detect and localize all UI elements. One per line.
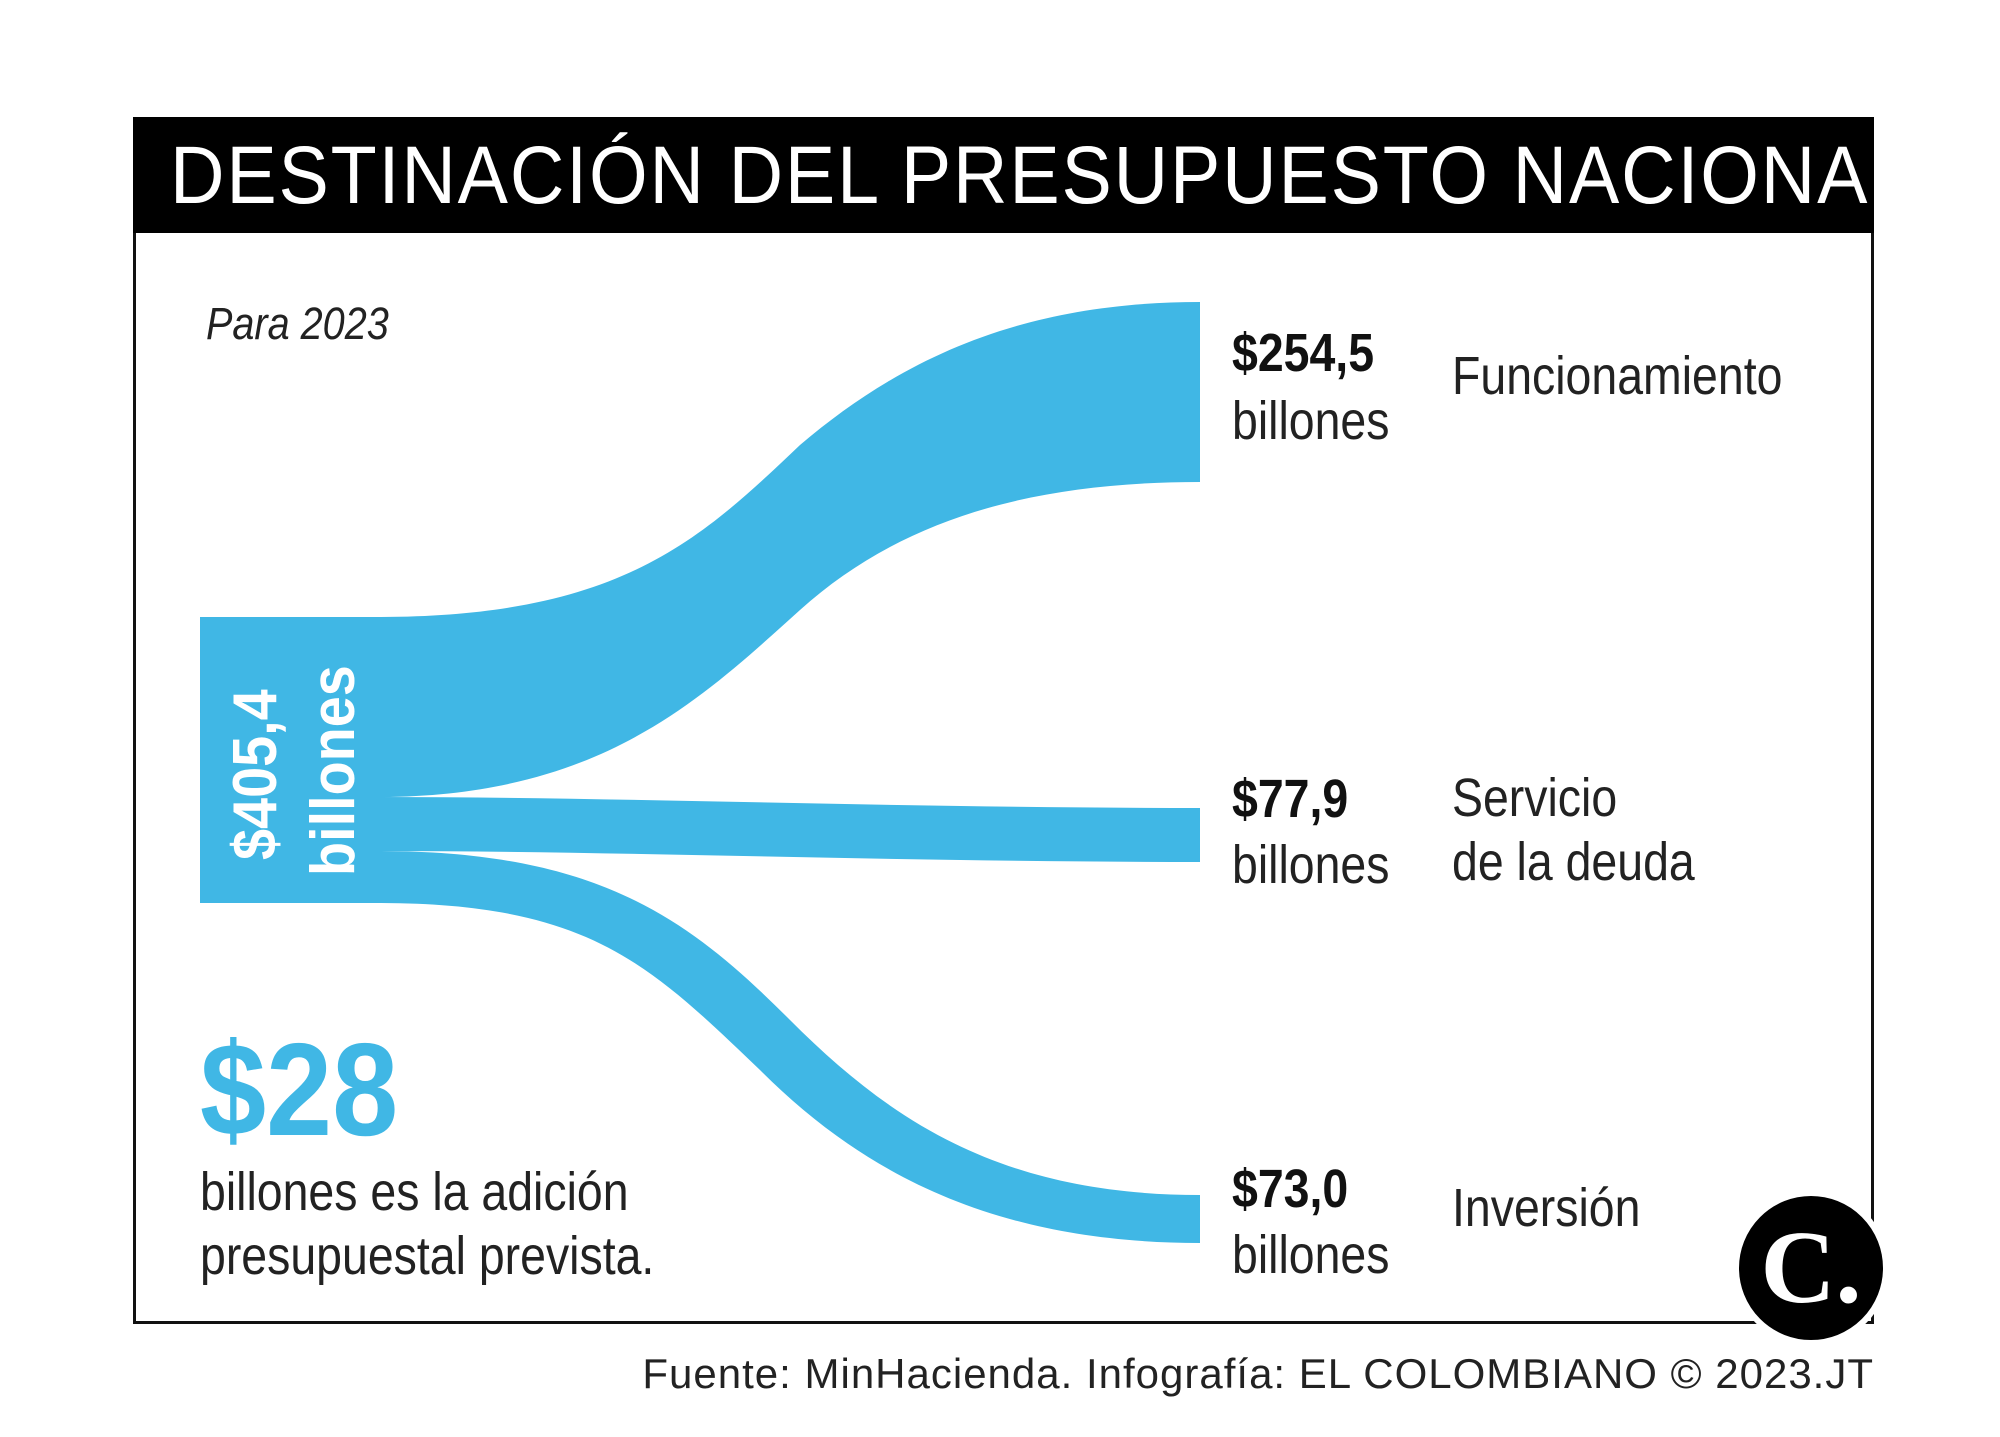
addition-value: $28 xyxy=(200,1016,399,1163)
target-unit-funcionamiento: billones xyxy=(1232,391,1390,451)
target-unit-servicio-deuda: billones xyxy=(1232,835,1390,895)
target-label-funcionamiento: Funcionamiento xyxy=(1452,346,1783,406)
flow-inversion xyxy=(378,851,1200,1243)
source-value: $405,4 xyxy=(221,689,290,860)
target-label-servicio-deuda: Servicio de la deuda xyxy=(1452,768,1695,892)
target-value-inversion: $73,0 xyxy=(1232,1159,1349,1219)
source-credit: Fuente: MinHacienda. Infografía: EL COLO… xyxy=(642,1350,1874,1397)
title-bar xyxy=(133,117,1874,233)
target-value-funcionamiento: $254,5 xyxy=(1232,323,1375,383)
flow-servicio-deuda xyxy=(378,797,1200,862)
logo-letter: C. xyxy=(1760,1210,1862,1325)
source-unit: billones xyxy=(299,665,368,876)
page-title: DESTINACIÓN DEL PRESUPUESTO NACIONAL xyxy=(170,130,1914,221)
flow-funcionamiento xyxy=(378,302,1200,797)
el-colombiano-logo: C. xyxy=(1733,1190,1889,1346)
target-unit-inversion: billones xyxy=(1232,1225,1390,1285)
subtitle: Para 2023 xyxy=(206,298,389,349)
addition-note: billones es la adición presupuestal prev… xyxy=(200,1162,655,1286)
target-value-servicio-deuda: $77,9 xyxy=(1232,769,1349,829)
target-label-inversion: Inversión xyxy=(1452,1178,1641,1238)
source-node xyxy=(200,617,380,903)
